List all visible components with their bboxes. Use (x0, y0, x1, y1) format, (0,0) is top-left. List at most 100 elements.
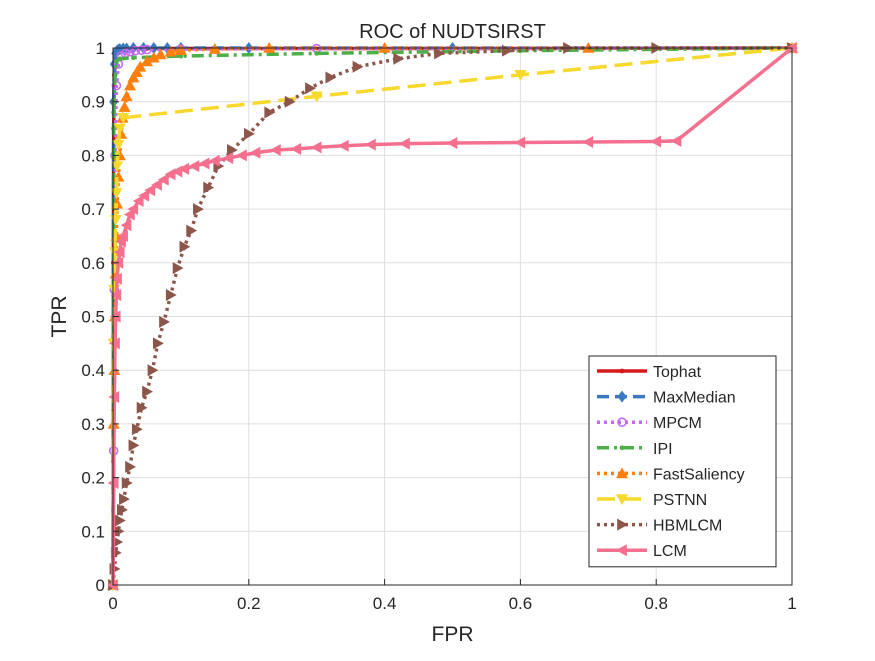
legend-item-fastsaliency: FastSaliency (597, 466, 745, 483)
data-point (514, 136, 526, 149)
data-point (434, 47, 445, 60)
y-tick-label: 0.4 (81, 361, 105, 380)
data-point (284, 95, 296, 108)
data-point (142, 44, 152, 55)
data-point (616, 467, 628, 479)
data-point (617, 518, 628, 531)
data-point (134, 60, 147, 72)
data-point (582, 135, 594, 148)
data-point (151, 178, 162, 191)
data-point (619, 368, 625, 374)
data-point (616, 494, 628, 505)
data-point (117, 229, 128, 242)
y-tick-label: 0.8 (81, 146, 105, 165)
data-point (130, 45, 141, 56)
data-point (193, 203, 204, 216)
legend-label: PSTNN (653, 492, 707, 509)
data-point (138, 189, 150, 202)
data-point (582, 42, 595, 53)
legend-label: FastSaliency (653, 466, 745, 483)
data-point (112, 72, 118, 78)
chart-title: ROC of NUDTSIRST (359, 21, 546, 43)
data-point (120, 219, 132, 232)
data-point (365, 138, 376, 151)
legend-label: MaxMedian (653, 390, 736, 407)
data-point (174, 44, 187, 55)
y-tick-label: 0.2 (81, 469, 105, 488)
y-tick-label: 1 (96, 39, 105, 58)
data-point (179, 240, 191, 253)
data-point (130, 55, 136, 61)
data-point (164, 45, 177, 57)
data-point (112, 139, 125, 151)
data-point (305, 82, 316, 95)
legend: Tophat MaxMedian MPCM IPI FastSaliency PSTNN H… (588, 355, 777, 568)
data-point (236, 149, 247, 162)
data-point (111, 161, 124, 173)
data-point (131, 423, 143, 436)
y-tick-label: 0.6 (81, 254, 105, 273)
legend-item-hbmlcm: HBMLCM (597, 518, 722, 535)
legend-item-mpcm: MPCM (597, 415, 702, 432)
x-tick-label: 0.2 (237, 594, 261, 613)
data-point (398, 137, 410, 150)
data-point (132, 195, 144, 208)
data-point (337, 139, 349, 152)
series-line (111, 46, 793, 586)
data-point (650, 135, 661, 148)
data-point (123, 79, 136, 91)
data-point (127, 203, 139, 216)
legend-label: IPI (653, 441, 673, 458)
legend-label: LCM (653, 543, 687, 560)
data-point (227, 144, 238, 157)
data-point (113, 123, 126, 135)
x-tick-label: 0.8 (644, 594, 668, 613)
data-point (140, 55, 153, 67)
data-point (118, 101, 131, 112)
legend-label: Tophat (653, 364, 702, 381)
data-point (159, 315, 170, 328)
legend-item-maxmedian: MaxMedian (597, 390, 736, 407)
data-point (310, 91, 323, 103)
data-point (107, 579, 118, 591)
legend-box (588, 355, 777, 568)
data-point (117, 503, 128, 516)
data-point (619, 445, 625, 451)
y-tick-label: 0.9 (81, 93, 105, 112)
series-lcm (107, 42, 797, 591)
data-point (147, 364, 159, 377)
data-point (113, 525, 125, 538)
y-tick-label: 0 (96, 576, 105, 595)
data-point (314, 50, 320, 56)
data-point (110, 289, 122, 302)
data-point (117, 56, 123, 62)
y-axis-label: TPR (48, 296, 71, 338)
data-point (147, 51, 160, 63)
data-point (514, 70, 527, 81)
x-tick-label: 1 (787, 594, 796, 613)
data-point (670, 134, 682, 147)
legend-label: MPCM (653, 415, 702, 432)
series-line (111, 46, 793, 586)
data-point (142, 385, 153, 398)
data-point (121, 476, 133, 489)
data-point (111, 110, 117, 115)
data-point (617, 390, 627, 403)
legend-item-lcm: LCM (597, 543, 687, 560)
data-point (198, 157, 210, 170)
data-point (120, 90, 133, 102)
ticks: 0 0.2 0.4 0.6 0.8 1 0 0.1 0.2 0.3 0.4 0.5 0.6 0.7 0.8 0… (81, 39, 796, 613)
legend-label: HBMLCM (653, 518, 722, 535)
data-point (290, 142, 302, 155)
data-point (178, 162, 190, 175)
data-point (119, 493, 130, 506)
data-point (263, 42, 276, 53)
data-point (208, 154, 220, 167)
data-point (310, 141, 322, 154)
data-point (117, 113, 130, 124)
x-tick-label: 0 (108, 594, 117, 613)
legend-item-pstnn: PSTNN (597, 492, 707, 509)
data-point (617, 417, 627, 428)
